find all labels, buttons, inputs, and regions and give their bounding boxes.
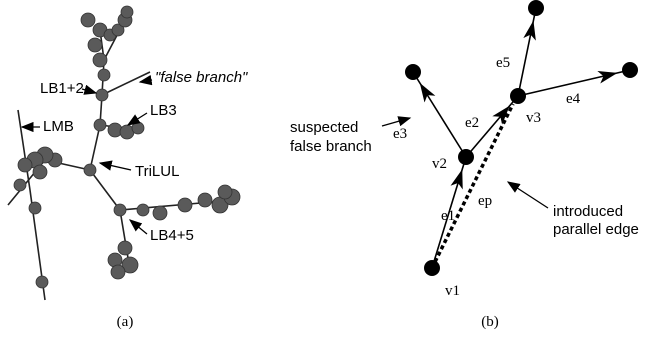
arrow: [140, 80, 152, 82]
caption: (b): [481, 314, 499, 330]
node: [510, 88, 526, 104]
label: LB1+2: [40, 80, 84, 97]
edge: [413, 72, 466, 157]
node: [622, 62, 638, 78]
node-label: v2: [432, 156, 447, 172]
arrow: [382, 118, 410, 126]
annotation: false branch: [290, 138, 372, 155]
edge-label: e2: [465, 115, 479, 131]
arrow: [508, 182, 548, 208]
edge-label: ep: [478, 193, 492, 209]
figure: LB1+2 "false branch" LMB LB3 TriLUL LB4+…: [0, 0, 652, 337]
node: [458, 149, 474, 165]
node: [405, 64, 421, 80]
label: LB3: [150, 102, 177, 119]
node: [424, 260, 440, 276]
label: LB4+5: [150, 227, 194, 244]
caption: (a): [117, 314, 134, 330]
label: "false branch": [155, 69, 248, 86]
edge: [518, 8, 536, 96]
panel-b: v1 v2 v3 e1 e2 e3 e4 e5 ep suspected fal…: [290, 0, 639, 330]
arrow: [82, 89, 96, 93]
annotation: introduced: [553, 203, 623, 220]
arrow: [130, 220, 147, 234]
edge-label: e3: [393, 126, 407, 142]
edge-label: e1: [441, 208, 455, 224]
label: LMB: [43, 118, 74, 135]
panel-a: LB1+2 "false branch" LMB LB3 TriLUL LB4+…: [8, 6, 248, 330]
label: TriLUL: [135, 163, 179, 180]
node-label: v3: [526, 110, 541, 126]
edge-label: e5: [496, 55, 510, 71]
annotation: parallel edge: [553, 221, 639, 238]
arrow: [100, 163, 131, 170]
annotation: suspected: [290, 119, 358, 136]
edge-label: e4: [566, 91, 581, 107]
node: [528, 0, 544, 16]
node-label: v1: [445, 283, 460, 299]
tree-balls: [14, 6, 240, 288]
